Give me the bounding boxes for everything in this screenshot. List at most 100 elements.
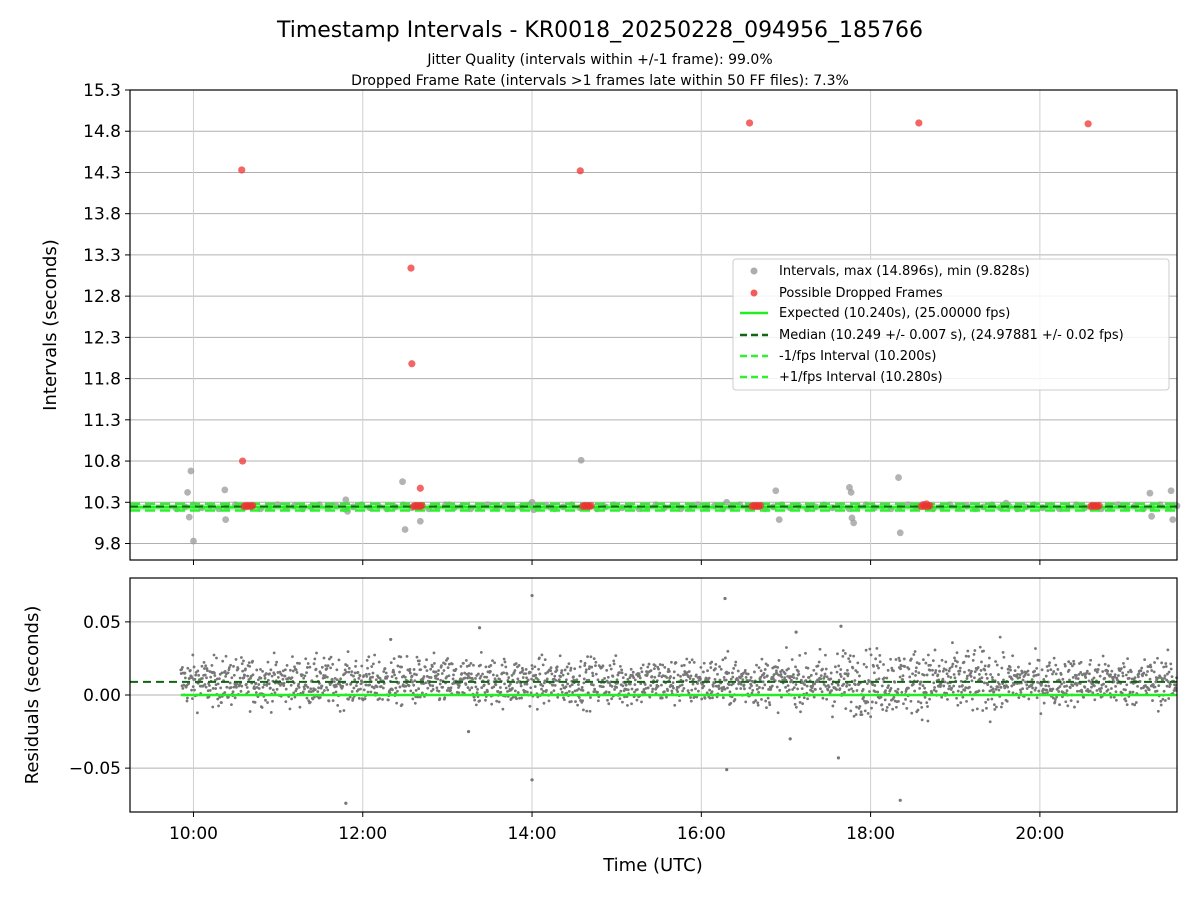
residual-point (436, 677, 440, 681)
residual-point (545, 677, 549, 681)
residual-point (865, 665, 868, 669)
residual-point (775, 669, 778, 673)
residual-point (525, 682, 529, 686)
residual-point (1075, 683, 1079, 687)
residual-point (907, 686, 910, 690)
residual-point (1069, 699, 1073, 703)
residual-point (336, 703, 340, 707)
residual-point (714, 667, 717, 671)
residual-point (248, 710, 252, 713)
residual-point (952, 684, 956, 688)
residual-point (754, 699, 758, 702)
residual-point (994, 660, 998, 663)
residual-point (983, 668, 987, 672)
residual-point (314, 667, 318, 671)
dropped-frame-point (238, 457, 247, 465)
residual-point (348, 695, 352, 699)
residual-point (221, 659, 225, 663)
residual-point (553, 674, 557, 678)
residual-point (1110, 687, 1113, 690)
residual-point (669, 675, 672, 678)
residual-point (1033, 688, 1037, 692)
residual-point (188, 676, 191, 680)
residual-point (914, 669, 918, 673)
residual-point (343, 668, 347, 672)
residual-point (615, 678, 619, 682)
residual-point (244, 682, 248, 686)
residual-point (976, 666, 980, 669)
interval-point (772, 487, 780, 495)
residual-point (438, 697, 442, 700)
residual-point (524, 672, 528, 676)
residual-point (894, 658, 898, 661)
residual-point (905, 706, 909, 710)
residual-point (929, 663, 932, 667)
residual-point (479, 663, 482, 667)
residual-point (630, 687, 634, 691)
residual-point (870, 706, 873, 710)
residual-point (756, 701, 760, 705)
residual-point (1076, 700, 1080, 704)
residual-point (797, 695, 801, 699)
residual-point (645, 672, 649, 676)
residual-point (778, 688, 782, 692)
residual-point (897, 699, 900, 703)
residual-point (953, 659, 957, 663)
residual-point (687, 675, 690, 679)
residual-point (1028, 662, 1032, 666)
residual-point (276, 675, 280, 679)
residual-point (692, 660, 696, 664)
residual-point (718, 678, 722, 682)
residual-point (425, 674, 429, 678)
residual-point (451, 677, 455, 681)
residual-point (987, 656, 991, 660)
residual-point (216, 697, 220, 701)
residual-point (1042, 678, 1046, 681)
residual-point (841, 649, 845, 652)
residual-point (860, 713, 864, 717)
residual-point (923, 695, 927, 699)
residual-point (412, 683, 416, 687)
residual-point (822, 683, 826, 686)
residual-point (498, 677, 501, 681)
residual-point (1118, 669, 1122, 673)
residual-point (354, 664, 357, 668)
residual-point (728, 690, 732, 694)
residual-point (441, 685, 445, 689)
interval-point (577, 456, 585, 464)
residual-point (1160, 661, 1164, 665)
residual-point (347, 666, 351, 670)
residual-point (438, 682, 442, 686)
legend-plus-fps-label: +1/fps Interval (10.280s) (779, 370, 943, 385)
residual-point (200, 664, 204, 668)
residual-point (789, 678, 793, 682)
residual-point (1046, 691, 1049, 694)
residual-point (332, 680, 336, 684)
residual-point (1025, 683, 1029, 687)
residual-point (702, 661, 706, 665)
residual-point (325, 686, 328, 689)
residual-point (1159, 699, 1163, 703)
residual-point (765, 674, 769, 678)
residual-point (211, 686, 215, 690)
residual-point (794, 665, 797, 669)
residual-point (913, 650, 917, 653)
residual-point (1054, 672, 1058, 676)
residual-point (559, 687, 563, 691)
residual-point (631, 670, 635, 674)
residual-point (560, 690, 564, 694)
residual-point (191, 685, 195, 689)
residual-point (881, 708, 885, 711)
residual-point (685, 671, 689, 674)
residual-point (790, 675, 794, 678)
residual-point (879, 695, 883, 699)
residual-point (742, 683, 746, 687)
residual-point (285, 663, 289, 667)
residual-point (796, 687, 800, 691)
residual-point (269, 711, 273, 714)
residual-point (944, 668, 948, 672)
residual-point (842, 677, 846, 681)
residual-point (357, 676, 361, 680)
residual-point (605, 668, 609, 672)
residual-point (1054, 663, 1058, 667)
